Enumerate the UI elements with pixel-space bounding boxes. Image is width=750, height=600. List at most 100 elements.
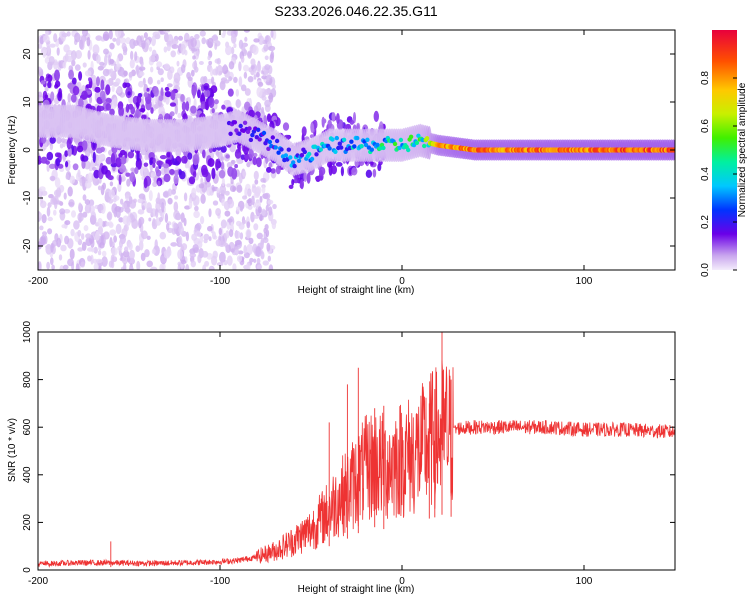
heatmap-cell bbox=[236, 255, 243, 262]
heatmap-cell bbox=[276, 150, 281, 155]
heatmap-cell bbox=[211, 35, 219, 41]
heatmap-cell bbox=[275, 165, 281, 175]
heatmap-cell bbox=[138, 240, 144, 251]
heatmap-cell bbox=[365, 169, 373, 178]
heatmap-cell bbox=[272, 84, 276, 90]
heatmap-cell bbox=[256, 232, 263, 240]
heatmap-cell bbox=[38, 43, 43, 49]
heatmap-cell bbox=[215, 66, 219, 76]
heatmap-cell bbox=[154, 239, 158, 251]
heatmap-cell bbox=[95, 258, 103, 264]
heatmap-cell bbox=[109, 68, 114, 77]
heatmap-cell bbox=[76, 145, 84, 153]
heatmap-cell bbox=[75, 263, 80, 270]
heatmap-cell bbox=[121, 175, 126, 182]
heatmap-cell bbox=[193, 200, 198, 206]
heatmap-cell bbox=[69, 175, 76, 184]
heatmap-cell bbox=[118, 105, 124, 117]
heatmap-cell bbox=[190, 37, 197, 48]
heatmap-cell bbox=[112, 37, 117, 42]
heatmap-cell bbox=[115, 64, 120, 71]
heatmap-cell bbox=[251, 195, 255, 206]
heatmap-cell bbox=[166, 151, 171, 158]
heatmap-cell bbox=[121, 266, 126, 270]
heatmap-cell bbox=[228, 61, 235, 70]
heatmap-cell bbox=[79, 39, 84, 50]
heatmap-cell bbox=[282, 122, 290, 131]
heatmap-cell bbox=[38, 261, 42, 270]
heatmap-cell bbox=[242, 219, 247, 224]
heatmap-cell bbox=[286, 147, 291, 152]
heatmap-cell bbox=[219, 251, 226, 263]
heatmap-cell bbox=[153, 104, 160, 109]
heatmap-cell bbox=[67, 93, 72, 103]
heatmap-cell bbox=[209, 266, 214, 270]
heatmap-cell bbox=[137, 209, 143, 215]
heatmap-cell bbox=[88, 96, 93, 104]
heatmap-cell bbox=[56, 136, 62, 144]
heatmap-cell bbox=[129, 59, 135, 69]
x-tick-label: -200 bbox=[28, 276, 48, 287]
y-tick-label: 0 bbox=[22, 147, 33, 153]
heatmap-cell bbox=[152, 218, 156, 227]
heatmap-cell bbox=[111, 85, 115, 92]
heatmap-cell bbox=[60, 244, 67, 252]
heatmap-cell bbox=[370, 160, 374, 166]
heatmap-cell bbox=[159, 231, 167, 240]
heatmap-cell bbox=[222, 30, 227, 36]
heatmap-cell bbox=[190, 260, 196, 268]
heatmap-cell bbox=[331, 112, 336, 122]
heatmap-cell bbox=[252, 156, 257, 166]
heatmap-cell bbox=[81, 159, 86, 169]
heatmap-cell bbox=[167, 197, 173, 205]
heatmap-cell bbox=[102, 31, 110, 41]
heatmap-cell bbox=[44, 94, 49, 99]
colorbar-ticks: 0.0 0.2 0.4 0.6 0.8 bbox=[700, 71, 737, 277]
y-tick-label: -10 bbox=[22, 190, 33, 205]
heatmap-cell bbox=[173, 174, 179, 185]
heatmap-cell bbox=[109, 181, 114, 187]
heatmap-cell bbox=[191, 187, 197, 198]
heatmap-cell bbox=[93, 263, 99, 270]
heatmap-cell bbox=[218, 227, 222, 236]
heatmap-cell bbox=[42, 231, 47, 236]
heatmap-cell bbox=[109, 42, 115, 50]
heatmap-cell bbox=[243, 64, 249, 72]
heatmap-cell bbox=[88, 199, 95, 207]
heatmap-cell bbox=[118, 217, 124, 223]
heatmap-cell bbox=[101, 250, 107, 257]
heatmap-cell bbox=[108, 30, 113, 40]
heatmap-cell bbox=[149, 55, 156, 63]
heatmap-cell bbox=[291, 178, 295, 186]
heatmap-cell bbox=[126, 178, 131, 187]
heatmap-cell bbox=[247, 126, 252, 131]
heatmap-cell bbox=[377, 163, 382, 172]
heatmap-cell bbox=[97, 225, 103, 235]
heatmap-cell bbox=[228, 131, 233, 136]
heatmap-cell bbox=[157, 192, 161, 204]
heatmap-cell bbox=[167, 69, 173, 80]
heatmap-cell bbox=[268, 92, 274, 103]
heatmap-cell bbox=[163, 30, 171, 33]
heatmap-cell bbox=[66, 138, 72, 150]
heatmap-cell bbox=[148, 46, 153, 52]
heatmap-cell bbox=[214, 42, 218, 50]
heatmap-cell bbox=[246, 221, 251, 229]
heatmap-cell bbox=[230, 221, 234, 231]
heatmap-cell bbox=[167, 188, 173, 197]
heatmap-cell bbox=[183, 192, 188, 202]
heatmap-cell bbox=[318, 147, 323, 152]
heatmap-cell bbox=[203, 89, 211, 98]
heatmap-cell bbox=[70, 50, 77, 61]
heatmap-cell bbox=[126, 215, 131, 226]
heatmap-cell bbox=[215, 158, 220, 171]
heatmap-cell bbox=[381, 145, 386, 151]
heatmap-cell bbox=[95, 35, 103, 41]
heatmap-cell bbox=[236, 157, 243, 165]
colorbar-label: Normalized spectral amplitude bbox=[737, 82, 748, 217]
heatmap-cell bbox=[164, 91, 172, 98]
heatmap-cell bbox=[273, 145, 278, 150]
heatmap-cell bbox=[122, 202, 128, 210]
heatmap-cell bbox=[185, 101, 190, 112]
heatmap-cell bbox=[81, 233, 85, 240]
